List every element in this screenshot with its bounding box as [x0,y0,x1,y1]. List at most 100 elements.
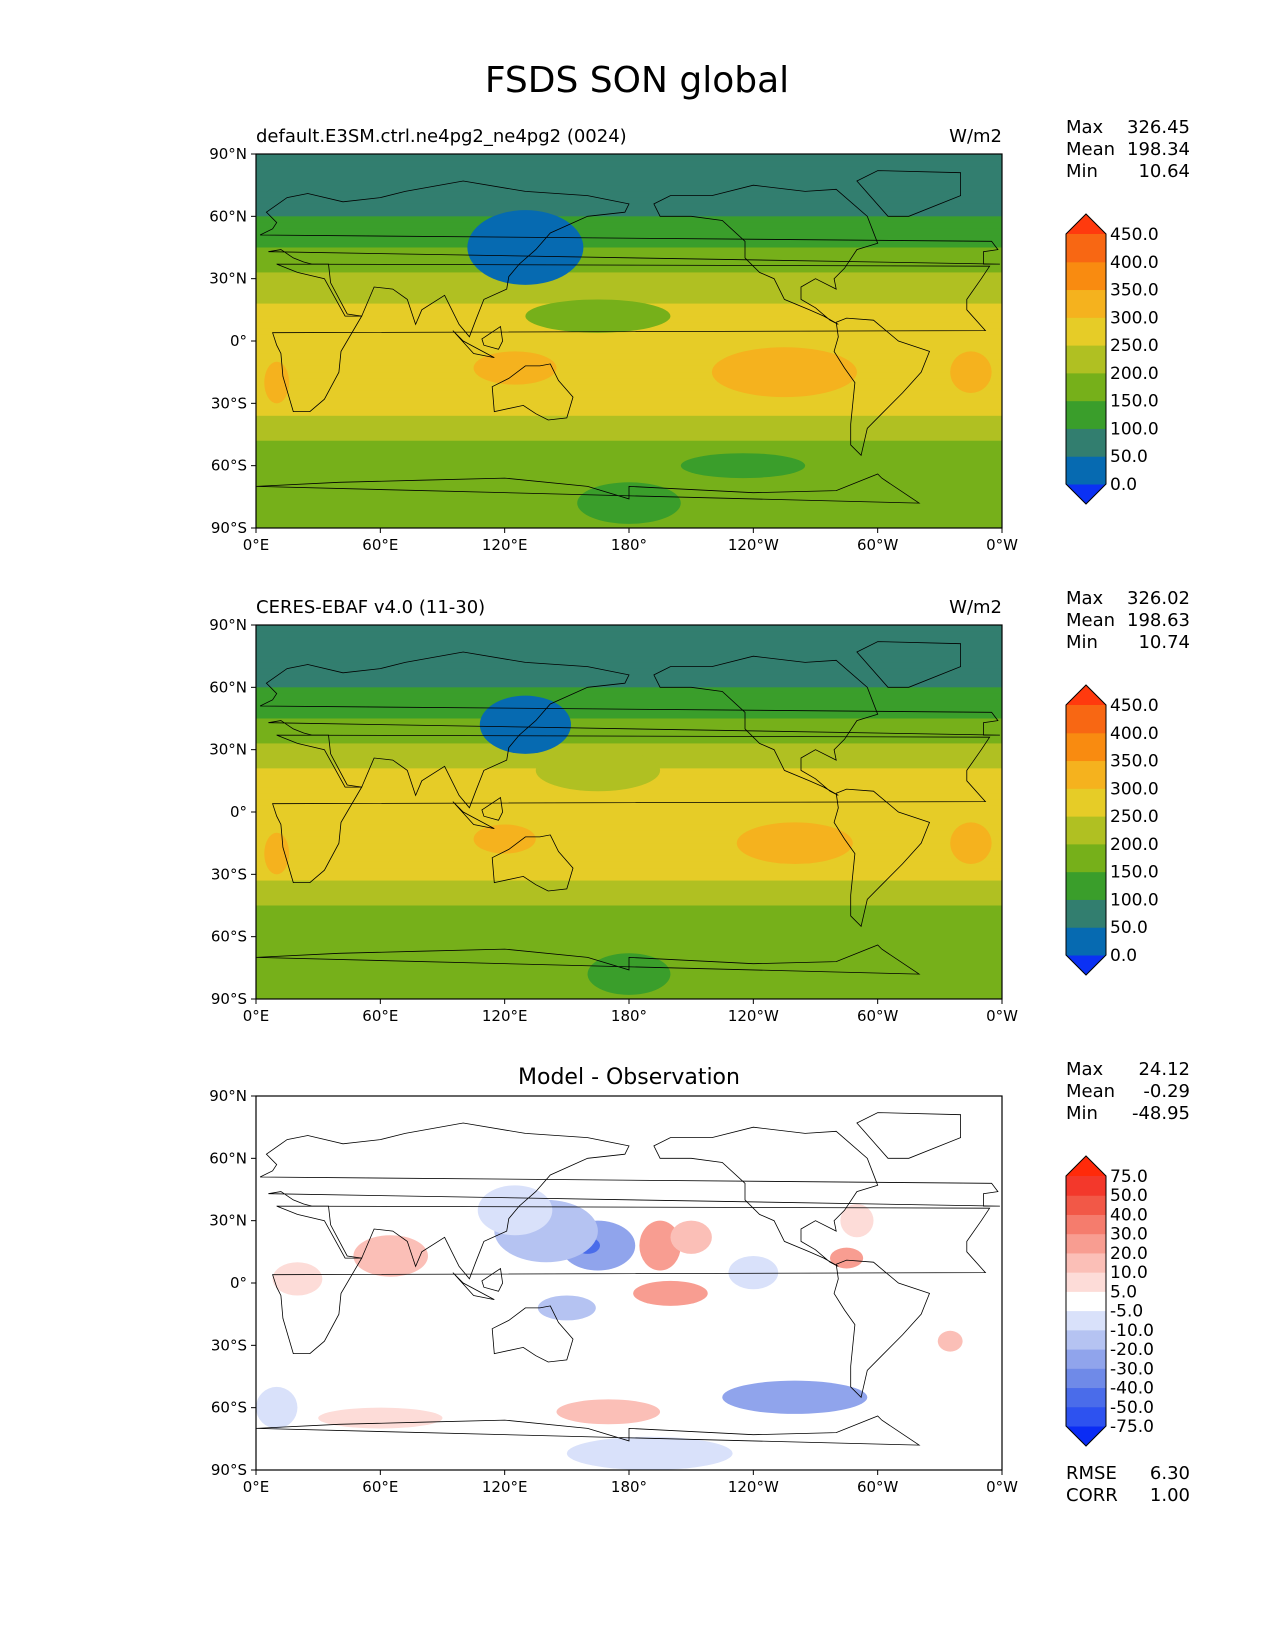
field-feature [728,1255,779,1290]
coastline [856,641,961,688]
field-feature [577,482,681,524]
field-band [256,1158,1002,1166]
field-band [256,154,1002,161]
field-feature [639,1220,681,1271]
field-band [256,911,1002,919]
field-band [256,880,1002,888]
field-feature [633,1280,708,1306]
field-band [256,291,1002,298]
colorbar-bin [1066,372,1106,402]
coastline [111,642,215,688]
lon-tick-label: 120°E [482,1007,528,1025]
field-feature [525,299,671,333]
field-band [256,1120,1002,1128]
coastline [481,325,504,350]
coastline [856,170,961,217]
field-feature [670,1220,712,1254]
field-band [256,266,1002,274]
field-band [256,718,1002,726]
field-band [256,712,1002,720]
field-band [256,656,1002,663]
field-band [256,992,1002,999]
lat-tick-label: 30°N [209,741,247,759]
field-band [256,1345,1002,1353]
field-feature [830,1247,864,1269]
field-feature [711,347,857,398]
colorbar-bin [1066,400,1106,429]
field-band [256,1351,1002,1359]
field-feature [556,1399,661,1425]
stat-value: 326.45 [1127,117,1190,138]
colorbar-bin [1066,1406,1106,1427]
field-band [256,1102,1002,1110]
field-band [256,1276,1002,1284]
colorbar-cap-bottom [1066,955,1106,975]
lon-tick-label: 0°W [986,536,1018,554]
field-band [256,384,1002,392]
field-band [256,824,1002,832]
field-feature [467,210,584,285]
coastline [0,1416,173,1445]
colorbar-level-label: 5.0 [1110,1282,1137,1302]
field-band [256,724,1002,732]
field-band [256,631,1002,639]
field-feature [318,1407,443,1429]
lon-tick-label: 180° [611,536,647,554]
lat-tick-label: 90°S [211,1461,247,1479]
colorbar: -75.0-50.0-40.0-30.0-20.0-10.0-5.05.010.… [1065,1155,1154,1447]
coastline [653,184,879,325]
field-feature [473,351,557,385]
field-band [256,1370,1002,1378]
colorbar-bin [1066,1329,1106,1350]
colorbar-level-label: 150.0 [1110,392,1159,412]
lat-tick-label: 60°S [211,1399,247,1417]
colorbar-bin [1066,345,1106,374]
lon-tick-label: 60°W [857,1007,899,1025]
field-band [256,942,1002,950]
colorbar-level-label: -50.0 [1110,1398,1154,1418]
lat-tick-label: 60°S [211,457,247,475]
field-band [256,849,1002,857]
colorbar: 0.0 50.0 100.0 150.0 200.0 250.0 300.0 350.0 400… [1065,684,1159,976]
field-band [256,1314,1002,1321]
field-band [256,1145,1002,1153]
field-band [256,1339,1002,1346]
field-feature [950,351,992,393]
lat-tick-label: 0° [230,803,247,821]
coastline [259,651,1000,809]
stat-value: 10.74 [1138,632,1190,653]
colorbar-bin [1066,899,1106,928]
coastline [833,317,931,457]
field-band [256,334,1002,342]
field-feature [264,361,290,404]
field-band [256,637,1002,645]
field-band [256,1295,1002,1303]
field-band [256,787,1002,794]
field-band [256,210,1002,217]
coastline [111,1113,215,1159]
field-band [256,1195,1002,1203]
coastline [272,263,991,413]
lon-tick-label: 0°E [243,1478,270,1496]
field-band [256,930,1002,938]
colorbar-level-label: 75.0 [1110,1167,1148,1187]
colorbar-level-label: 300.0 [1110,779,1159,799]
colorbar-level-label: -75.0 [1110,1417,1154,1437]
field-band [256,1214,1002,1222]
field-band [256,1326,1002,1334]
colorbar-level-label: 250.0 [1110,807,1159,827]
field-band [256,681,1002,688]
colorbar-outline [1065,1155,1107,1447]
field-band [256,1264,1002,1272]
field-band [256,805,1002,813]
coastline [88,789,183,926]
field-band [256,1152,1002,1159]
field-band [256,668,1002,676]
field-band [256,649,1002,657]
coastline [272,1205,991,1354]
colorbar: 0.0 50.0 100.0 150.0 200.0 250.0 300.0 350.0 400… [1065,213,1159,505]
field-band [256,272,1002,280]
lat-tick-label: 30°S [211,865,247,883]
field-band [256,893,1002,900]
